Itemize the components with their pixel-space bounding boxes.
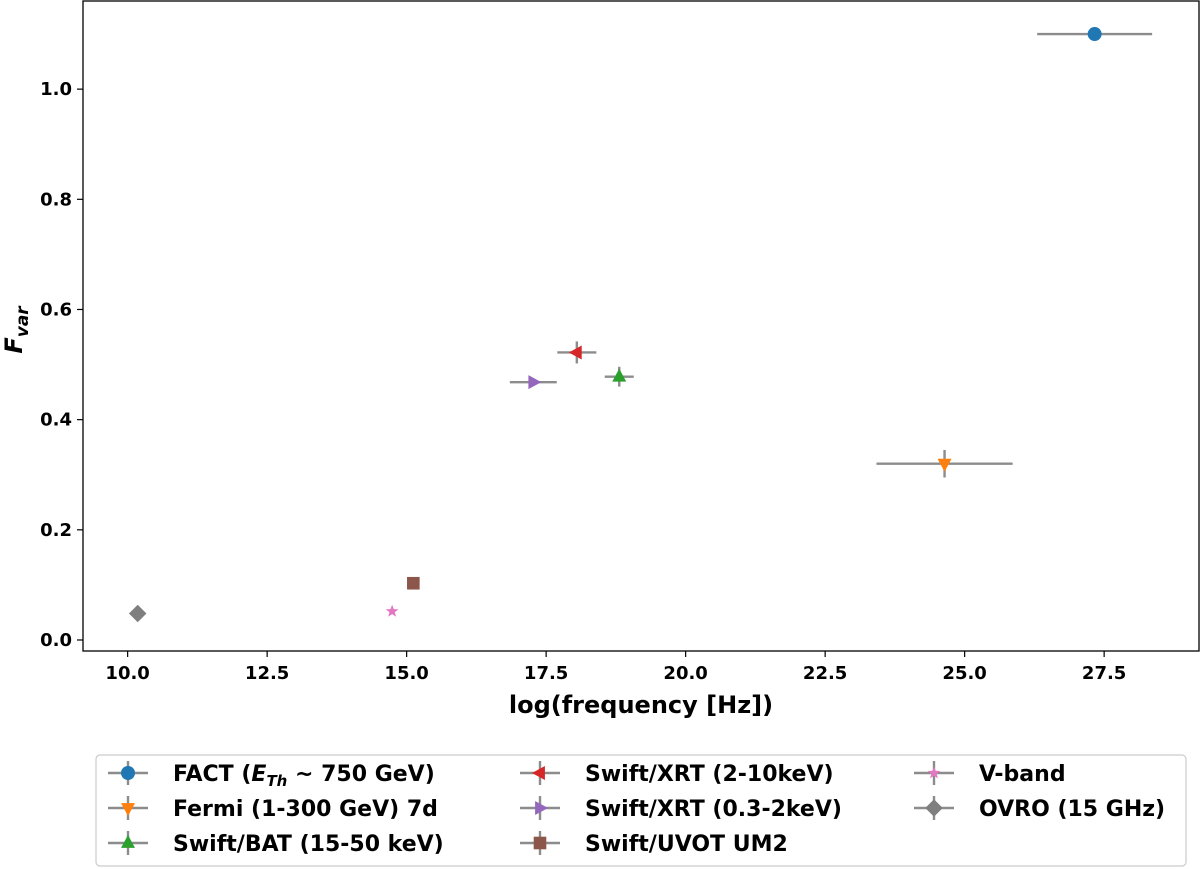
legend-item: Swift/UVOT UM2 xyxy=(520,831,788,857)
x-tick-label: 15.0 xyxy=(384,663,428,684)
x-tick-label: 12.5 xyxy=(245,663,289,684)
x-axis-title: log(frequency [Hz]) xyxy=(509,691,773,719)
x-tick-label: 20.0 xyxy=(663,663,707,684)
legend-label: FACT (ETh ~ 750 GeV) xyxy=(173,762,435,790)
legend-marker xyxy=(121,834,135,848)
x-tick-label: 22.5 xyxy=(803,663,847,684)
y-tick-label: 0.0 xyxy=(40,630,72,651)
x-tick-label: 10.0 xyxy=(105,663,149,684)
y-axis-title-sub: var xyxy=(13,305,33,338)
legend-label: Swift/UVOT UM2 xyxy=(585,832,788,857)
data-point xyxy=(407,576,420,590)
data-point-group xyxy=(509,375,557,390)
data-point-group xyxy=(407,576,420,590)
legend-marker xyxy=(927,766,941,779)
legend-item: FACT (ETh ~ 750 GeV) xyxy=(108,761,435,790)
legend-label: V-band xyxy=(979,762,1066,787)
data-point xyxy=(937,458,952,472)
legend-item: Fermi (1-300 GeV) 7d xyxy=(108,796,438,822)
y-tick-label: 0.2 xyxy=(40,520,72,541)
data-point xyxy=(1087,27,1102,42)
data-point-group xyxy=(128,604,147,623)
data-point-group xyxy=(557,341,597,364)
legend-item: V-band xyxy=(914,761,1066,787)
x-tick-label: 25.0 xyxy=(942,663,986,684)
y-tick-label: 0.8 xyxy=(40,189,72,210)
x-tick-label: 17.5 xyxy=(524,663,568,684)
legend-label: Fermi (1-300 GeV) 7d xyxy=(173,797,438,822)
legend: FACT (ETh ~ 750 GeV) Fermi (1-300 GeV) 7d… xyxy=(108,761,1165,857)
legend-item: Swift/BAT (15-50 keV) xyxy=(108,831,444,857)
y-tick-label: 0.4 xyxy=(40,410,72,431)
data-point xyxy=(568,345,582,360)
plot-area xyxy=(128,27,1153,623)
y-axis-title: Fvar xyxy=(0,305,33,354)
legend-label: Swift/XRT (2-10keV) xyxy=(585,762,834,787)
x-axis: 10.0 12.5 15.0 17.5 20.0 22.5 25.0 27.5 xyxy=(105,651,1126,684)
legend-marker xyxy=(535,801,549,815)
y-tick-label: 0.6 xyxy=(40,299,72,320)
legend-marker xyxy=(121,803,135,817)
data-point-group xyxy=(604,366,634,387)
x-tick-label: 27.5 xyxy=(1082,663,1126,684)
data-point-group xyxy=(1037,27,1153,42)
y-axis-title-main: F xyxy=(0,337,28,354)
plot-frame xyxy=(82,0,1200,652)
y-axis: 0.0 0.2 0.4 0.6 0.8 1.0 xyxy=(40,79,83,651)
data-point xyxy=(385,604,399,617)
legend-marker xyxy=(925,799,943,817)
data-point xyxy=(612,368,627,382)
legend-marker xyxy=(531,766,545,780)
data-point-group xyxy=(876,449,1013,478)
data-point-group xyxy=(385,604,399,617)
legend-item: OVRO (15 GHz) xyxy=(914,796,1165,822)
legend-label: Swift/XRT (0.3-2keV) xyxy=(585,797,842,822)
legend-marker xyxy=(533,836,547,850)
legend-marker xyxy=(121,766,135,780)
legend-label: OVRO (15 GHz) xyxy=(979,797,1165,822)
legend-label: Swift/BAT (15-50 keV) xyxy=(173,832,444,857)
data-point xyxy=(128,604,147,623)
y-tick-label: 1.0 xyxy=(40,79,72,100)
data-point xyxy=(528,375,542,390)
legend-item: Swift/XRT (0.3-2keV) xyxy=(520,796,842,822)
legend-item: Swift/XRT (2-10keV) xyxy=(520,761,834,787)
legend-box xyxy=(95,754,1187,867)
